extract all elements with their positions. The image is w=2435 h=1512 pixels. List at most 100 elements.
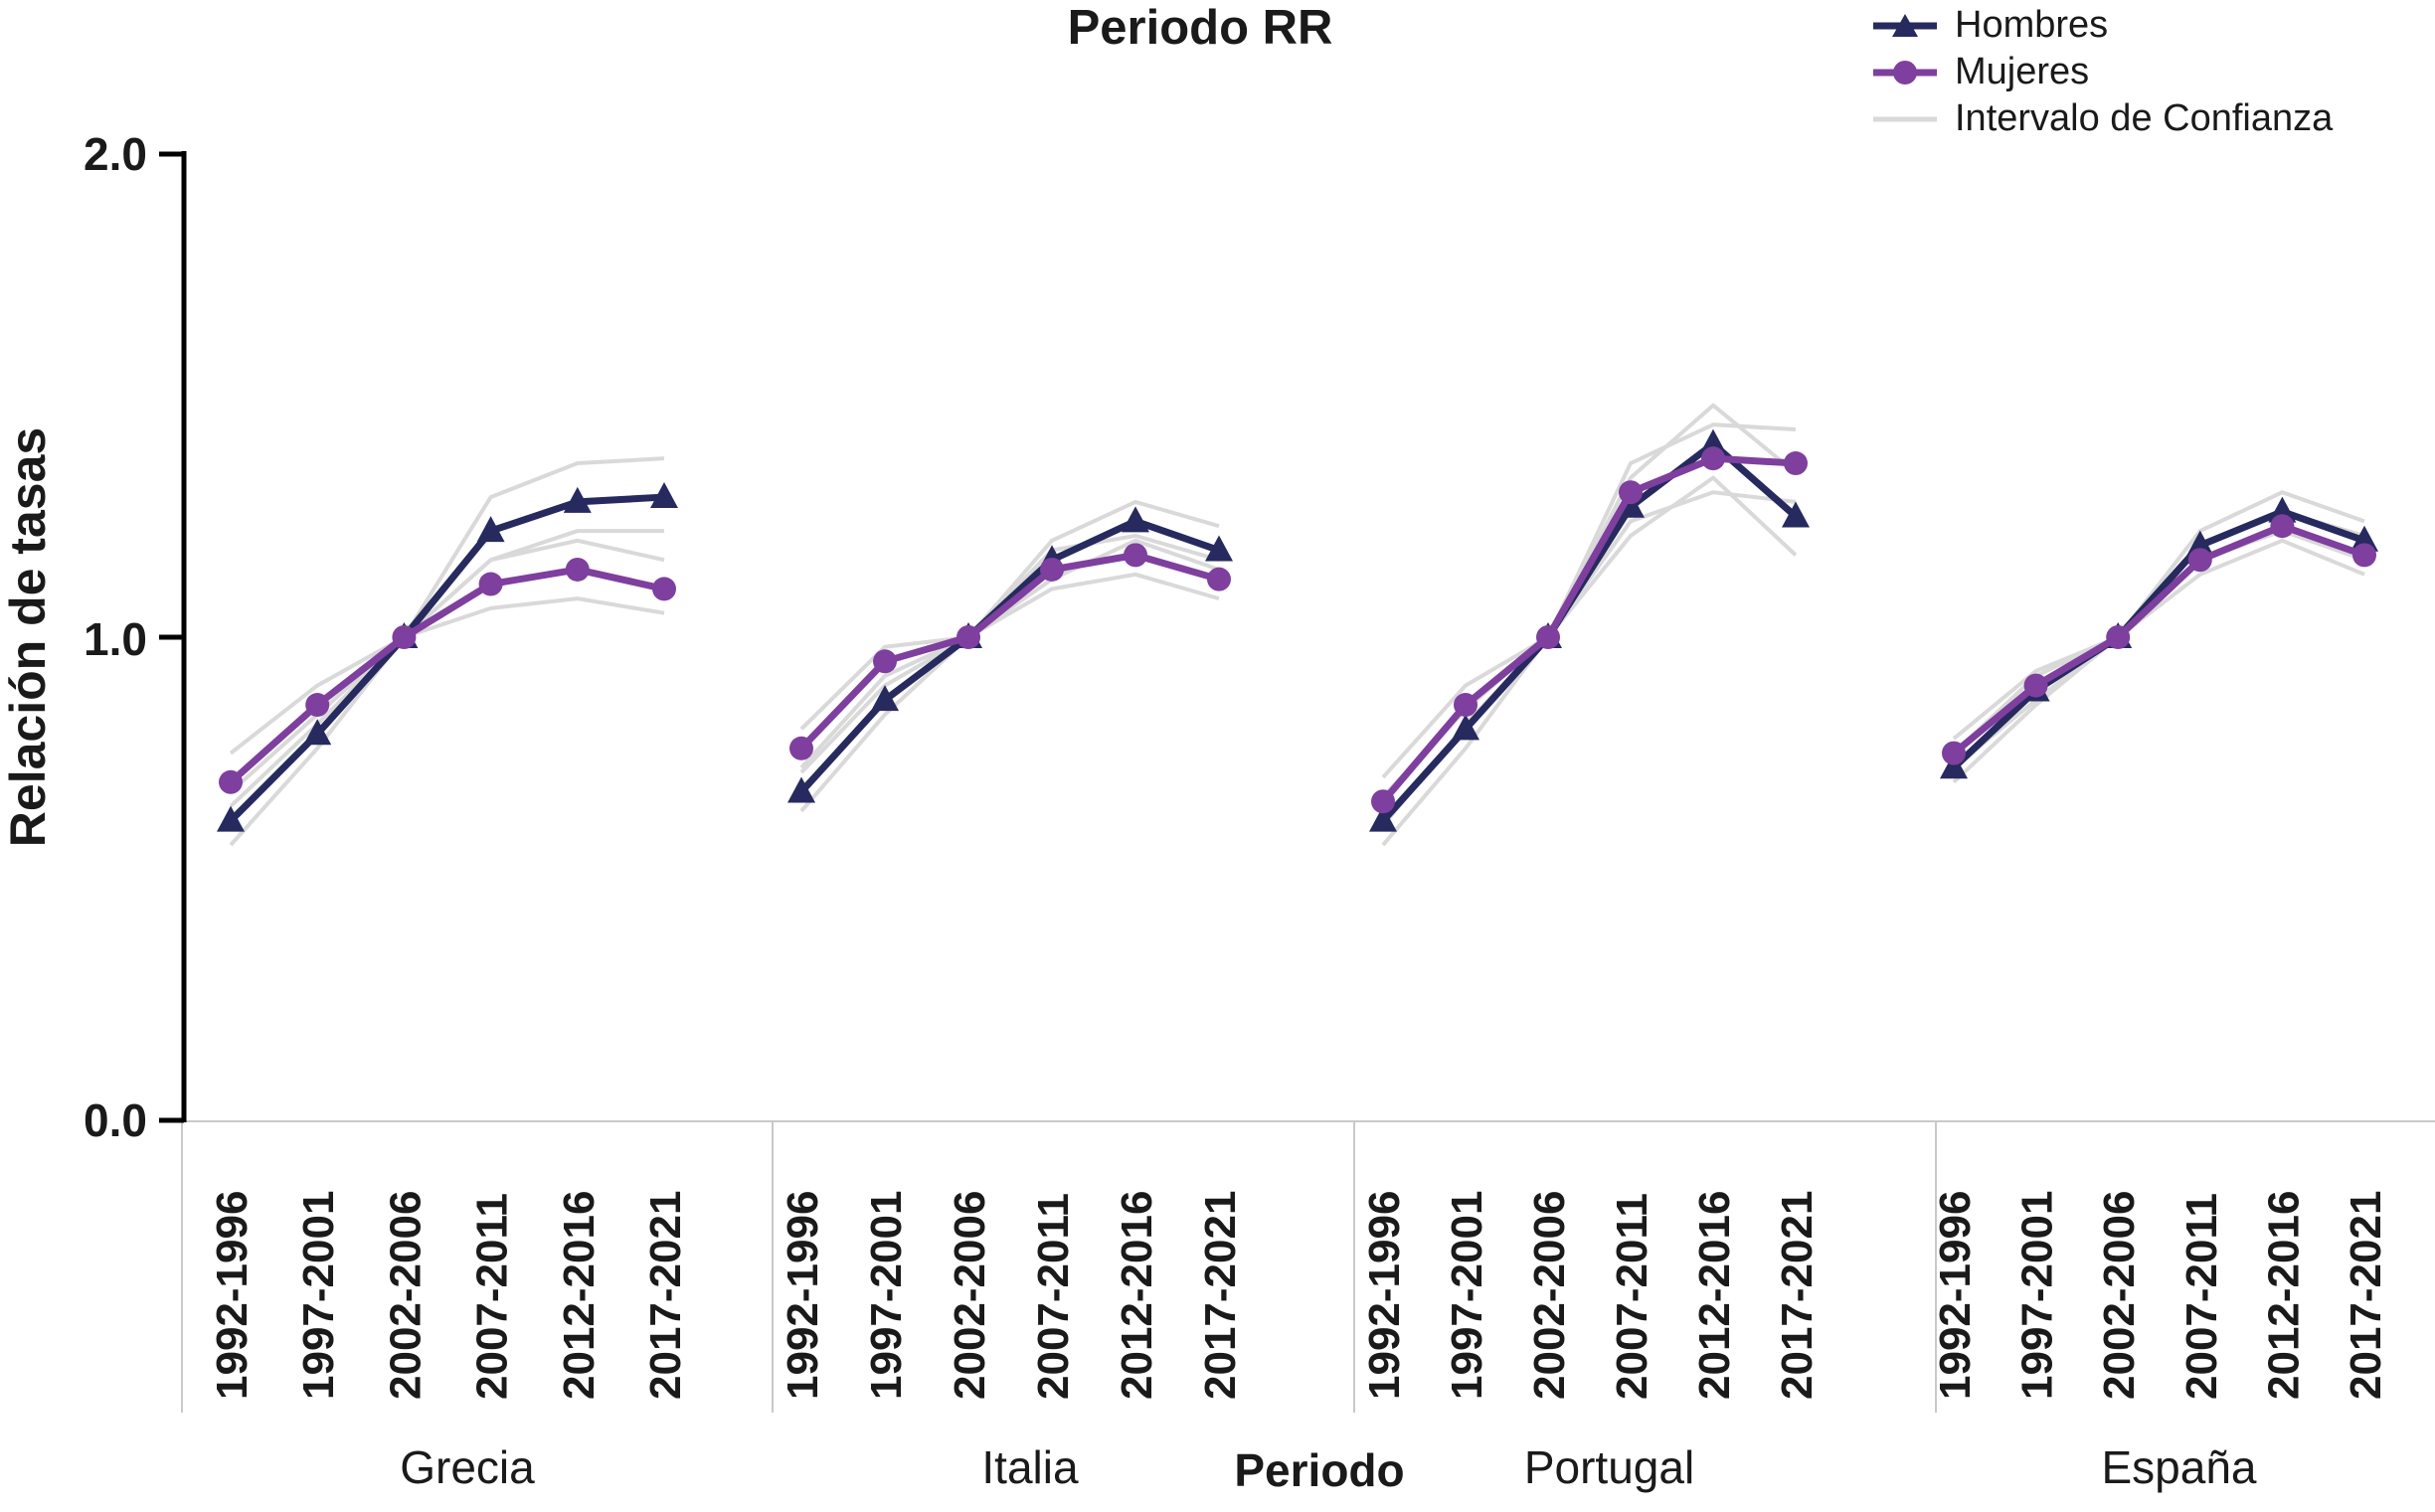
period-tick-label: 2017-2021 (641, 1191, 690, 1400)
hombres-triangle-marker (1452, 714, 1479, 741)
period-tick-label: 2002-2006 (1525, 1191, 1574, 1400)
ci-line-high-hombres (1952, 490, 2365, 756)
period-tick-label: 2012-2016 (555, 1191, 604, 1400)
period-tick-label: 2017-2021 (2342, 1191, 2390, 1400)
mujeres-circle-marker (565, 557, 590, 582)
hombres-triangle-marker (650, 482, 678, 509)
period-tick-label: 2012-2016 (2259, 1191, 2308, 1400)
ci-line-low-mujeres (799, 572, 1220, 769)
legend-label-mujeres: Mujeres (1955, 51, 2090, 92)
ci-line-high-mujeres (799, 533, 1220, 731)
period-tick-label: 2017-2021 (1773, 1191, 1822, 1400)
mujeres-circle-marker (1619, 480, 1643, 505)
period-tick-label: 2002-2006 (946, 1191, 994, 1400)
ci-line-high-hombres (799, 499, 1220, 774)
period-tick-label: 2007-2011 (2177, 1193, 2226, 1400)
ci-line-low-mujeres (1952, 538, 2365, 769)
period-tick-label: 2007-2011 (1608, 1193, 1656, 1400)
period-tick-label: 1997-2001 (1443, 1191, 1491, 1400)
mujeres-circle-marker (1207, 567, 1231, 591)
panel-label: Italia (981, 1441, 1079, 1493)
series-line-mujeres (1951, 522, 2366, 756)
series-line-mujeres (228, 566, 665, 785)
series-line-hombres (1380, 440, 1799, 824)
legend-item-hombres: Hombres (1871, 2, 2333, 49)
period-tick-label: 2012-2016 (1690, 1191, 1739, 1400)
hombres-triangle-marker (217, 805, 245, 832)
legend-label-hombres: Hombres (1955, 4, 2109, 46)
ci-line-high-mujeres (229, 538, 665, 756)
hombres-triangle-marker (787, 776, 815, 803)
series-line-hombres (1951, 508, 2366, 770)
period-tick-label: 2007-2011 (1029, 1193, 1078, 1400)
mujeres-circle-marker (1454, 693, 1478, 718)
mujeres-circle-marker (1040, 557, 1064, 582)
triangle-line-marker-icon (1873, 13, 1937, 37)
y-tick-label-0: 0.0 (84, 1094, 147, 1146)
x-axis-title: Periodo (1234, 1444, 1405, 1496)
mujeres-circle-marker (957, 625, 980, 649)
period-tick-label: 1997-2001 (294, 1191, 343, 1400)
series-line-mujeres (798, 551, 1220, 752)
hombres-triangle-marker (1205, 535, 1233, 562)
series-line-hombres (798, 517, 1221, 794)
period-tick-label: 2017-2021 (1196, 1191, 1245, 1400)
panel-label: Grecia (400, 1441, 535, 1493)
y-tick-label-1: 1.0 (84, 613, 147, 665)
mujeres-circle-marker (478, 572, 503, 596)
mujeres-circle-marker (873, 649, 897, 674)
hombres-triangle-marker (871, 685, 899, 712)
period-tick-label: 1997-2001 (2013, 1191, 2062, 1400)
mujeres-circle-marker (2106, 625, 2131, 649)
hombres-triangle-marker (476, 516, 505, 543)
mujeres-circle-marker (219, 769, 243, 794)
mujeres-circle-marker (2187, 548, 2212, 573)
hombres-triangle-marker (1122, 506, 1149, 533)
hombres-triangle-marker (1940, 753, 1968, 779)
series-line-mujeres (1380, 454, 1797, 804)
hombres-triangle-marker (2350, 525, 2378, 552)
ci-line-low-hombres (1381, 475, 1798, 847)
series-line-hombres (228, 493, 665, 824)
chart-title: Periodo RR (1067, 1, 1333, 55)
plain-line-marker-icon (1873, 116, 1937, 121)
mujeres-circle-marker (2270, 514, 2295, 539)
ci-line-low-hombres (799, 538, 1220, 813)
hombres-triangle-marker (1699, 428, 1727, 455)
mujeres-circle-marker (2023, 673, 2048, 698)
panel-label: España (2101, 1441, 2256, 1493)
legend-item-mujeres: Mujeres (1871, 49, 2333, 95)
hombres-triangle-marker (563, 486, 592, 513)
ci-line-low-mujeres (1381, 490, 1797, 827)
mujeres-circle-marker (789, 736, 813, 760)
ci-line-high-mujeres (1381, 422, 1797, 779)
y-tick-label-2: 2.0 (84, 128, 147, 180)
legend: Hombres Mujeres Intervalo de Confianza (1871, 2, 2333, 142)
period-tick-label: 1992-1996 (779, 1191, 827, 1400)
ci-line-high-hombres (229, 456, 665, 794)
period-tick-label: 2007-2011 (468, 1193, 517, 1400)
period-tick-label: 2002-2006 (381, 1191, 430, 1400)
mujeres-circle-marker (2352, 543, 2376, 568)
mujeres-circle-marker (305, 693, 330, 718)
mujeres-circle-marker (1701, 446, 1725, 471)
legend-item-intervalo: Intervalo de Confianza (1871, 95, 2333, 142)
mujeres-circle-marker (652, 577, 676, 601)
period-tick-label: 1992-1996 (1931, 1191, 1980, 1400)
period-tick-label: 2012-2016 (1113, 1191, 1161, 1400)
mujeres-circle-marker (1784, 451, 1808, 476)
mujeres-circle-marker (1124, 543, 1147, 568)
hombres-triangle-marker (2268, 496, 2297, 523)
ci-line-low-mujeres (229, 596, 665, 808)
circle-line-marker-icon (1873, 60, 1937, 84)
period-tick-label: 1992-1996 (208, 1191, 257, 1400)
hombres-triangle-marker (2185, 530, 2214, 557)
hombres-triangle-marker (303, 719, 332, 746)
hombres-triangle-marker (1782, 501, 1810, 528)
mujeres-circle-marker (1942, 741, 1966, 765)
period-tick-label: 2002-2006 (2095, 1191, 2144, 1400)
ci-line-low-hombres (229, 529, 664, 847)
panel-label: Portugal (1524, 1441, 1694, 1493)
